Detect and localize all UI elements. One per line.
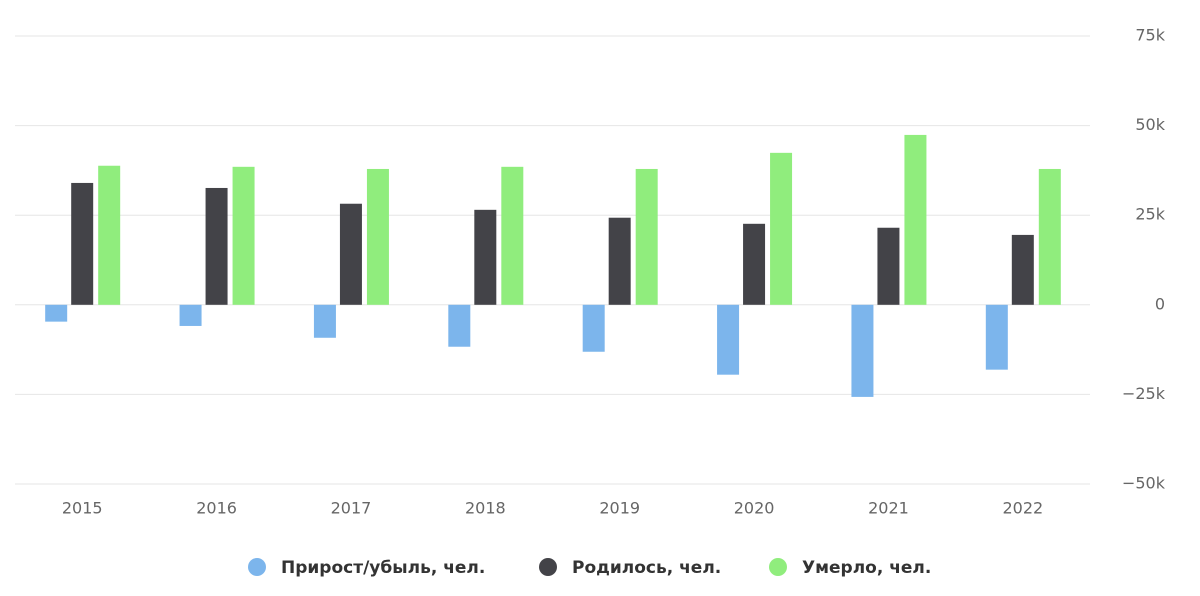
y-tick-label: −25k	[1122, 384, 1166, 403]
legend-marker	[539, 558, 557, 576]
y-tick-label: 0	[1155, 294, 1165, 313]
y-tick-label: 50k	[1135, 115, 1165, 134]
bar	[635, 168, 658, 305]
bar	[582, 304, 605, 352]
legend-marker	[769, 558, 787, 576]
bar	[45, 304, 68, 322]
x-tick-label: 2016	[196, 499, 237, 518]
bar	[98, 165, 121, 305]
y-tick-label: −50k	[1122, 474, 1166, 493]
bar	[743, 223, 766, 305]
bar	[232, 166, 255, 305]
bar	[501, 166, 524, 305]
x-tick-label: 2017	[331, 499, 372, 518]
bar	[366, 168, 389, 305]
x-tick-label: 2021	[868, 499, 909, 518]
x-tick-label: 2019	[599, 499, 640, 518]
bar	[717, 304, 740, 375]
bar	[474, 209, 497, 305]
bar	[205, 187, 228, 305]
bar	[448, 304, 471, 347]
bar	[71, 182, 94, 305]
y-tick-label: 75k	[1135, 26, 1165, 45]
bar	[877, 227, 900, 305]
bar	[1038, 168, 1061, 305]
bar	[770, 152, 793, 305]
bar	[339, 203, 362, 305]
x-tick-label: 2022	[1002, 499, 1043, 518]
bar	[851, 304, 874, 397]
bar	[904, 134, 927, 305]
legend-label: Родилось, чел.	[572, 558, 721, 578]
x-tick-label: 2015	[62, 499, 103, 518]
legend-marker	[248, 558, 266, 576]
x-tick-label: 2018	[465, 499, 506, 518]
bar	[313, 304, 336, 338]
legend-label: Умерло, чел.	[802, 558, 931, 578]
bar	[608, 217, 631, 305]
bar	[985, 304, 1008, 370]
legend-label: Прирост/убыль, чел.	[281, 558, 485, 578]
bar	[179, 304, 202, 326]
bar	[1011, 234, 1034, 305]
x-tick-label: 2020	[734, 499, 775, 518]
y-tick-label: 25k	[1135, 205, 1165, 224]
